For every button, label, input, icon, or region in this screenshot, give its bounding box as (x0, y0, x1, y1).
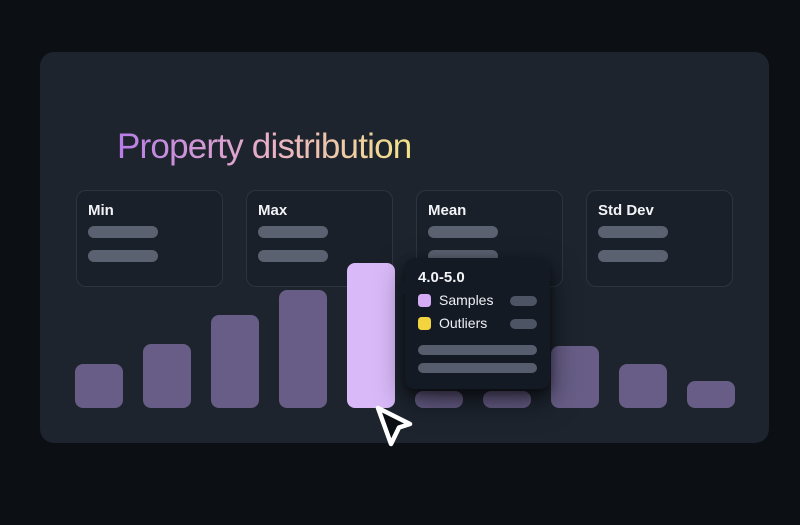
skeleton-pill (88, 250, 158, 262)
tooltip-legend-row-samples: Samples (418, 293, 537, 308)
stat-label-stddev: Std Dev (598, 202, 654, 219)
bar[interactable] (75, 364, 123, 408)
skeleton-pill (598, 226, 668, 238)
skeleton-pill (418, 363, 537, 373)
cursor-pointer-icon (374, 404, 416, 455)
chart-tooltip: 4.0-5.0 Samples Outliers (396, 258, 550, 389)
skeleton-pill (598, 250, 668, 262)
samples-swatch-icon (418, 294, 431, 307)
bar[interactable] (551, 346, 599, 408)
stat-label-mean: Mean (428, 202, 467, 219)
skeleton-pill (510, 295, 537, 306)
stat-label-max: Max (258, 202, 288, 219)
bar[interactable] (687, 381, 735, 408)
bar[interactable] (143, 344, 191, 408)
skeleton-pill (418, 345, 537, 355)
stat-card-stddev: Std Dev (586, 190, 733, 287)
stat-card-min: Min (76, 190, 223, 287)
skeleton-pill (258, 226, 328, 238)
skeleton-pill (88, 226, 158, 238)
stat-label-min: Min (88, 202, 114, 219)
tooltip-legend-row-outliers: Outliers (418, 316, 537, 331)
tooltip-title: 4.0-5.0 (418, 269, 465, 286)
page-title: Property distribution (117, 127, 412, 166)
skeleton-pill (428, 226, 498, 238)
outliers-swatch-icon (418, 317, 431, 330)
skeleton-pill (258, 250, 328, 262)
tooltip-arrow (396, 281, 405, 295)
bar-highlighted[interactable] (347, 263, 395, 408)
outliers-label: Outliers (439, 315, 488, 331)
bar[interactable] (211, 315, 259, 408)
bar[interactable] (415, 391, 463, 408)
skeleton-pill (510, 318, 537, 329)
bar[interactable] (279, 290, 327, 408)
samples-label: Samples (439, 292, 494, 308)
bar[interactable] (483, 391, 531, 408)
bar[interactable] (619, 364, 667, 408)
